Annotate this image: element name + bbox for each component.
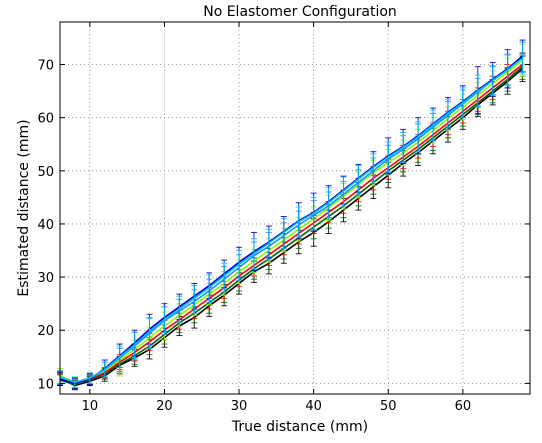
y-tick-label: 70 (37, 59, 54, 74)
plot-area (60, 22, 530, 394)
chart-title: No Elastomer Configuration (203, 4, 397, 20)
y-tick-label: 20 (37, 324, 54, 339)
x-tick-label: 10 (82, 399, 99, 414)
y-axis-label: Estimated distance (mm) (16, 119, 32, 296)
series-line (59, 55, 524, 385)
series-6 (57, 41, 526, 389)
y-tick-label: 60 (37, 112, 54, 127)
x-axis-label: True distance (mm) (231, 419, 368, 435)
y-tick-label: 50 (37, 165, 54, 180)
series-line (59, 57, 523, 384)
series-line (59, 56, 524, 385)
y-tick-label: 10 (37, 377, 54, 392)
x-tick-label: 20 (156, 399, 173, 414)
x-tick-label: 60 (455, 399, 472, 414)
y-tick-label: 40 (37, 218, 54, 233)
plot-frame (59, 21, 531, 395)
axis-ticks: 10 20 30 40 50 60 10 20 30 40 50 60 70 (37, 22, 530, 414)
series-line (59, 59, 523, 384)
data-series (57, 39, 526, 391)
series-line (59, 63, 523, 385)
x-tick-label: 40 (305, 399, 322, 414)
series-line (59, 68, 524, 387)
y-tick-label: 30 (37, 271, 54, 286)
series-line (59, 65, 524, 386)
x-tick-label: 50 (380, 399, 397, 414)
x-tick-label: 30 (231, 399, 248, 414)
